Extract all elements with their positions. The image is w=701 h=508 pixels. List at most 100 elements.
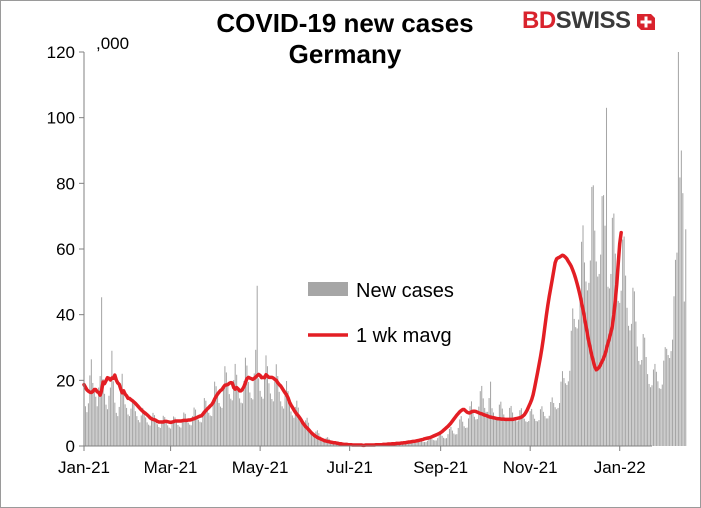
new-cases-bar xyxy=(118,406,120,446)
new-cases-bar xyxy=(99,376,101,446)
new-cases-bar xyxy=(203,398,205,446)
new-cases-bar xyxy=(193,407,195,446)
new-cases-bar xyxy=(214,381,216,446)
new-cases-bar xyxy=(652,369,654,446)
new-cases-bar xyxy=(622,239,624,446)
new-cases-bar xyxy=(585,281,587,446)
new-cases-bar xyxy=(578,319,580,446)
new-cases-bar xyxy=(237,389,239,446)
new-cases-bar xyxy=(537,421,539,447)
new-cases-bar xyxy=(313,435,315,446)
new-cases-bar xyxy=(98,387,100,446)
new-cases-bar xyxy=(566,384,568,446)
new-cases-bar xyxy=(149,425,151,446)
new-cases-bar xyxy=(623,236,625,446)
new-cases-bar xyxy=(538,420,540,446)
new-cases-bar xyxy=(234,363,236,446)
new-cases-bar xyxy=(159,427,161,446)
new-cases-bar xyxy=(239,398,241,446)
new-cases-bar xyxy=(685,229,687,446)
new-cases-bar xyxy=(409,441,411,446)
new-cases-bar xyxy=(487,411,489,446)
new-cases-bar xyxy=(114,402,116,446)
new-cases-bar xyxy=(255,349,257,446)
new-cases-bar xyxy=(429,437,431,446)
new-cases-bar xyxy=(130,408,132,446)
new-cases-bar xyxy=(233,380,235,446)
new-cases-bar xyxy=(156,424,158,446)
new-cases-bar xyxy=(595,261,597,446)
new-cases-bar xyxy=(619,302,621,446)
new-cases-bar xyxy=(456,434,458,446)
new-cases-bar xyxy=(142,407,144,446)
new-cases-bar xyxy=(553,402,555,446)
new-cases-bar xyxy=(481,385,483,446)
new-cases-bar xyxy=(660,388,662,446)
logo-text-swiss: SWISS xyxy=(555,7,631,34)
new-cases-bar xyxy=(636,346,638,446)
new-cases-bar xyxy=(667,355,669,446)
new-cases-bar xyxy=(581,241,583,446)
new-cases-bar xyxy=(551,397,553,446)
new-cases-bar xyxy=(520,408,522,446)
bdswiss-logo: BD SWISS xyxy=(522,6,657,36)
new-cases-bar xyxy=(324,439,326,446)
new-cases-bar xyxy=(607,286,609,446)
new-cases-bar xyxy=(252,399,254,446)
new-cases-bar xyxy=(545,418,547,446)
new-cases-bar xyxy=(106,409,108,446)
new-cases-bar xyxy=(573,318,575,446)
new-cases-bar xyxy=(192,416,194,446)
new-cases-bar xyxy=(224,366,226,446)
new-cases-bar xyxy=(421,441,423,446)
new-cases-bar xyxy=(440,433,442,446)
new-cases-bar xyxy=(479,391,481,446)
new-cases-bar xyxy=(123,390,125,446)
new-cases-bar xyxy=(404,443,406,446)
new-cases-bar xyxy=(243,380,245,446)
new-cases-bar xyxy=(305,420,307,446)
new-cases-bar xyxy=(181,420,183,446)
new-cases-bar xyxy=(620,290,622,446)
new-cases-bar xyxy=(567,381,569,446)
new-cases-bar xyxy=(613,213,615,446)
new-cases-bar xyxy=(465,427,467,446)
new-cases-bar xyxy=(459,419,461,446)
new-cases-bar xyxy=(190,425,192,446)
new-cases-bar xyxy=(299,417,301,446)
new-cases-bar xyxy=(275,364,277,446)
new-cases-bar xyxy=(407,442,409,446)
logo-text-bd: BD xyxy=(522,7,556,34)
new-cases-bar xyxy=(92,382,94,446)
new-cases-bar xyxy=(514,420,517,446)
new-cases-bar xyxy=(586,290,588,446)
new-cases-bar xyxy=(680,150,682,446)
new-cases-bar xyxy=(406,443,408,446)
new-cases-bar xyxy=(570,330,572,446)
new-cases-bar xyxy=(86,412,88,446)
new-cases-bar xyxy=(221,407,223,446)
new-cases-bar xyxy=(115,412,117,446)
new-cases-bar xyxy=(300,422,302,446)
x-tick-label: Jan-22 xyxy=(594,458,646,477)
new-cases-bar xyxy=(569,370,571,446)
new-cases-bar xyxy=(211,416,213,446)
new-cases-bar xyxy=(117,416,119,446)
new-cases-bar xyxy=(648,383,650,446)
new-cases-bar xyxy=(604,225,606,446)
new-cases-bar xyxy=(175,422,177,446)
new-cases-bar xyxy=(522,414,524,446)
new-cases-bar xyxy=(605,107,608,446)
new-cases-bar xyxy=(127,414,129,446)
new-cases-bar xyxy=(139,422,141,446)
legend-new-cases-label: New cases xyxy=(356,280,454,302)
new-cases-bar xyxy=(616,284,618,446)
y-axis-ticks: 0 20 40 60 80 100 120 xyxy=(47,43,84,456)
new-cases-bars xyxy=(83,52,687,447)
new-cases-bar xyxy=(240,402,242,446)
new-cases-bar xyxy=(319,436,321,446)
new-cases-bar xyxy=(308,422,310,446)
new-cases-bar xyxy=(136,416,138,446)
new-cases-bar xyxy=(322,439,324,446)
new-cases-bar xyxy=(425,442,427,446)
